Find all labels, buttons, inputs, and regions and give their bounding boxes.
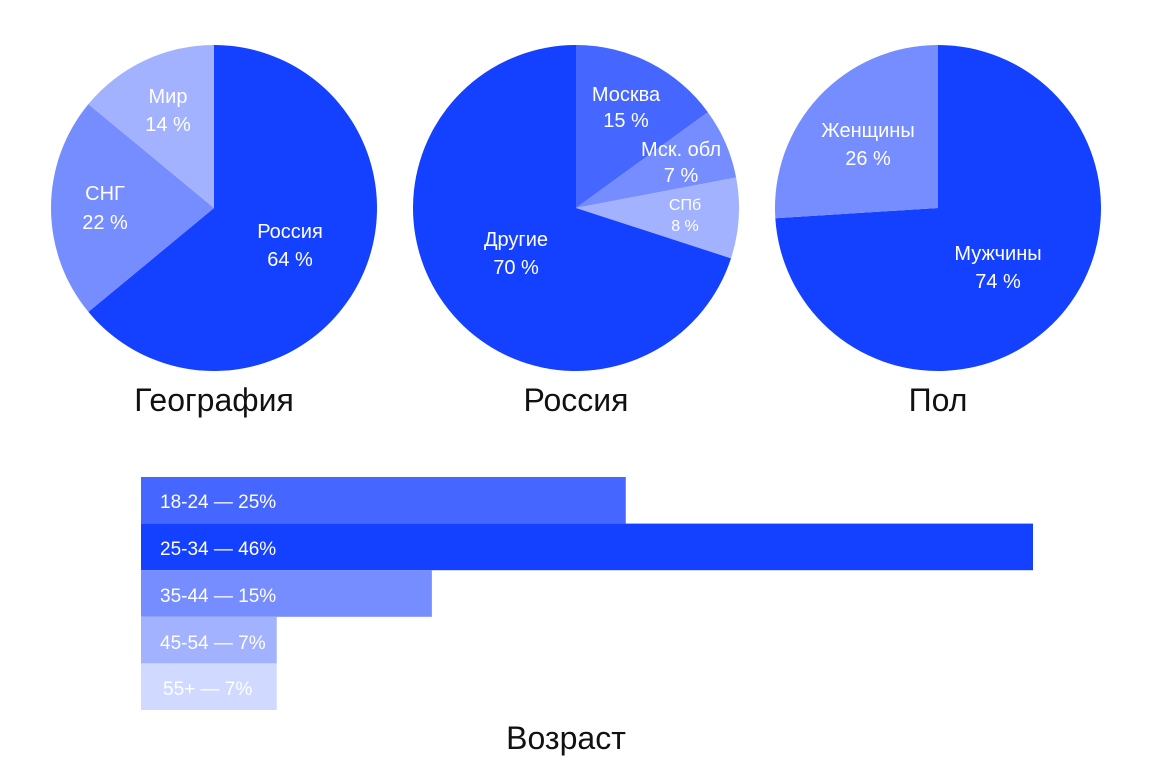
slice-value-moscow-region: 7 % xyxy=(664,165,699,187)
slice-label-russia: Россия xyxy=(257,221,323,243)
bar-label-45-54: 45-54 — 7% xyxy=(160,633,266,654)
pie-slice-others xyxy=(412,45,732,371)
bar-25-34 xyxy=(141,523,1033,571)
pie-slice-russia xyxy=(88,45,378,371)
slice-label-cis: СНГ xyxy=(85,183,125,205)
bar-label-25-34: 25-34 — 46% xyxy=(160,539,276,560)
slice-label-spb: СПб xyxy=(669,197,701,214)
pie-chart-gender: Мужчины 74 % Женщины 26 % Пол xyxy=(774,45,1101,418)
bar-label-35-44: 35-44 — 15% xyxy=(160,586,276,607)
slice-label-moscow-region: Мск. обл xyxy=(641,139,721,161)
pie-slice-moscow-region xyxy=(576,112,737,208)
pie-slice-men xyxy=(775,45,1101,371)
slice-value-moscow: 15 % xyxy=(603,110,649,132)
bar-55-plus xyxy=(141,663,277,710)
slice-label-world: Мир xyxy=(149,86,188,108)
bar-35-44 xyxy=(141,570,432,617)
slice-value-cis: 22 % xyxy=(82,212,128,234)
pie-chart-geography: Россия 64 % СНГ 22 % Мир 14 % География xyxy=(51,45,378,418)
pie-slice-world xyxy=(88,45,214,208)
slice-label-women: Женщины xyxy=(821,120,914,142)
pie-slice-cis xyxy=(51,104,214,312)
chart-title-russia: Россия xyxy=(524,382,629,418)
bar-label-55-plus: 55+ — 7% xyxy=(163,679,252,700)
slice-value-russia: 64 % xyxy=(267,249,313,271)
pie-chart-russia: Москва 15 % Мск. обл 7 % СПб 8 % Другие … xyxy=(412,44,739,418)
chart-title-age: Возраст xyxy=(506,720,626,756)
chart-title-gender: Пол xyxy=(909,382,968,418)
slice-value-women: 26 % xyxy=(845,148,891,170)
slice-value-spb: 8 % xyxy=(671,218,699,235)
slice-value-world: 14 % xyxy=(145,114,191,136)
bar-45-54 xyxy=(141,616,277,664)
slice-value-men: 74 % xyxy=(975,271,1021,293)
bar-label-18-24: 18-24 — 25% xyxy=(160,492,276,513)
slice-label-moscow: Москва xyxy=(592,84,661,106)
pie-slice-moscow xyxy=(576,44,708,208)
pie-slice-spb xyxy=(576,177,739,259)
bar-18-24 xyxy=(141,477,626,524)
slice-label-others: Другие xyxy=(484,229,548,251)
chart-title-geography: География xyxy=(134,382,294,418)
slice-value-others: 70 % xyxy=(493,257,539,279)
pie-slice-women xyxy=(774,45,938,219)
slice-label-men: Мужчины xyxy=(954,243,1041,265)
bar-chart-age: 18-24 — 25% 25-34 — 46% 35-44 — 15% 45-5… xyxy=(141,477,1033,756)
